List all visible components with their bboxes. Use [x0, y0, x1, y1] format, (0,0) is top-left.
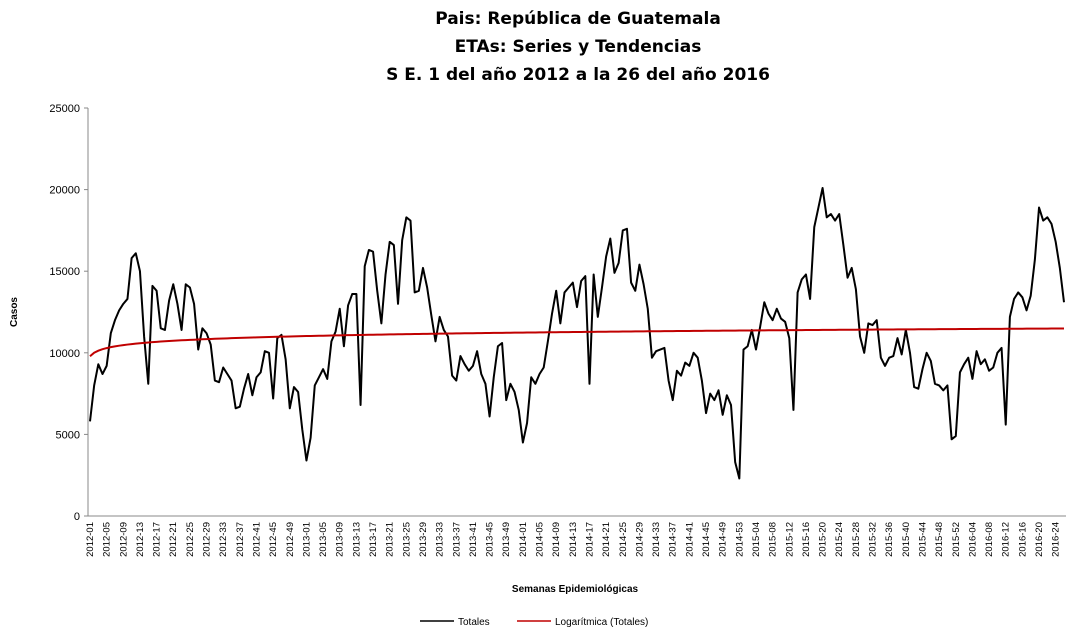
y-tick-label: 15000: [49, 266, 80, 278]
y-tick-label: 25000: [49, 103, 80, 115]
x-tick-label: 2014-09: [551, 522, 562, 557]
x-tick-label: 2012-45: [268, 522, 279, 557]
x-tick-label: 2012-17: [152, 522, 163, 557]
x-tick-label: 2016-16: [1017, 522, 1028, 557]
x-tick-label: 2012-01: [85, 522, 96, 557]
x-tick-label: 2015-20: [818, 522, 829, 557]
x-tick-label: 2013-25: [401, 522, 412, 557]
x-tick-label: 2013-05: [318, 522, 329, 557]
x-tick-label: 2012-37: [235, 522, 246, 557]
x-tick-label: 2013-21: [385, 522, 396, 557]
x-tick-label: 2014-25: [618, 522, 629, 557]
x-tick-label: 2016-20: [1034, 522, 1045, 557]
x-tick-label: 2016-04: [967, 522, 978, 557]
x-axis-label: Semanas Epidemiológicas: [512, 584, 639, 595]
chart-title: S E. 1 del año 2012 a la 26 del año 2016: [386, 65, 770, 85]
data-line: [89, 186, 1065, 480]
legend-label: Totales: [458, 617, 490, 628]
x-tick-label: 2014-29: [634, 522, 645, 557]
y-tick-label: 0: [74, 511, 80, 523]
x-tick-label: 2014-41: [684, 522, 695, 557]
x-tick-label: 2014-37: [668, 522, 679, 557]
legend-label: Logarítmica (Totales): [555, 617, 648, 628]
x-tick-label: 2014-05: [535, 522, 546, 557]
x-tick-label: 2012-41: [251, 522, 262, 557]
x-tick-label: 2015-08: [768, 522, 779, 557]
y-tick-label: 10000: [49, 348, 80, 360]
x-tick-label: 2012-25: [185, 522, 196, 557]
x-tick-label: 2015-04: [751, 522, 762, 557]
x-tick-label: 2014-17: [584, 522, 595, 557]
x-tick-label: 2015-16: [801, 522, 812, 557]
x-tick-label: 2015-12: [784, 522, 795, 557]
x-tick-label: 2015-48: [934, 522, 945, 557]
x-tick-label: 2015-24: [834, 522, 845, 557]
x-tick-label: 2015-40: [901, 522, 912, 557]
y-axis-label: Casos: [9, 297, 20, 327]
x-tick-label: 2012-21: [168, 522, 179, 557]
x-tick-label: 2012-49: [285, 522, 296, 557]
x-tick-label: 2014-01: [518, 522, 529, 557]
x-tick-label: 2014-53: [734, 522, 745, 557]
trend-line: [89, 327, 1065, 358]
x-tick-label: 2015-32: [868, 522, 879, 557]
x-tick-label: 2013-45: [485, 522, 496, 557]
x-tick-label: 2013-17: [368, 522, 379, 557]
x-tick-label: 2012-33: [218, 522, 229, 557]
chart-title: ETAs: Series y Tendencias: [455, 37, 702, 57]
x-tick-label: 2016-12: [1001, 522, 1012, 557]
x-tick-label: 2013-13: [351, 522, 362, 557]
x-tick-label: 2013-37: [451, 522, 462, 557]
x-tick-label: 2012-09: [118, 522, 129, 557]
x-tick-label: 2013-41: [468, 522, 479, 557]
x-tick-label: 2013-01: [301, 522, 312, 557]
x-tick-label: 2014-13: [568, 522, 579, 557]
y-tick-label: 20000: [49, 185, 80, 197]
x-tick-label: 2013-09: [335, 522, 346, 557]
chart-title: Pais: República de Guatemala: [435, 9, 721, 29]
x-tick-label: 2015-36: [884, 522, 895, 557]
x-tick-label: 2013-29: [418, 522, 429, 557]
y-tick-label: 5000: [56, 429, 80, 441]
x-tick-label: 2015-44: [917, 522, 928, 557]
x-tick-label: 2012-05: [102, 522, 113, 557]
x-tick-label: 2012-13: [135, 522, 146, 557]
x-tick-label: 2016-08: [984, 522, 995, 557]
x-tick-label: 2014-33: [651, 522, 662, 557]
x-tick-label: 2013-49: [501, 522, 512, 557]
x-tick-label: 2015-28: [851, 522, 862, 557]
x-tick-label: 2013-33: [435, 522, 446, 557]
x-tick-label: 2012-29: [202, 522, 213, 557]
x-tick-label: 2014-45: [701, 522, 712, 557]
x-tick-label: 2015-52: [951, 522, 962, 557]
x-tick-label: 2014-49: [718, 522, 729, 557]
x-tick-label: 2014-21: [601, 522, 612, 557]
x-tick-label: 2016-24: [1051, 522, 1062, 557]
